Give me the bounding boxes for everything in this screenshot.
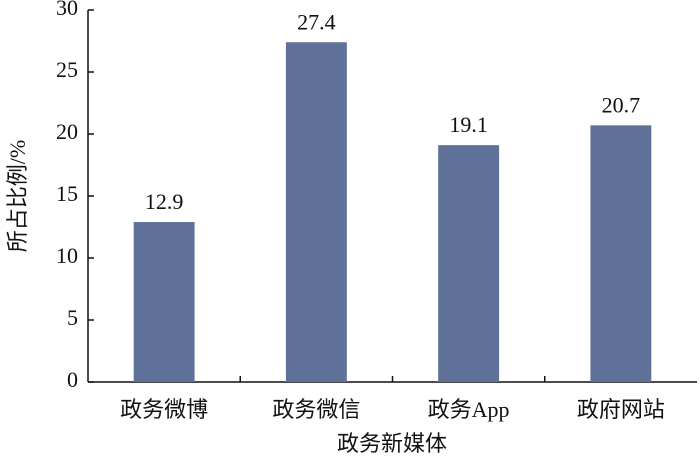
y-axis-label: 所占比例/% [5,140,30,252]
x-tick-label: 政务微信 [272,397,360,422]
bar [285,42,347,383]
bar [590,125,652,382]
data-label: 27.4 [297,9,336,34]
x-tick-label: 政务微博 [120,397,208,422]
data-label: 12.9 [145,189,184,214]
y-tick-label: 10 [56,243,78,268]
x-tick-label: 政府网站 [577,397,665,422]
y-tick-label: 30 [56,0,78,20]
data-label: 19.1 [449,112,488,137]
y-tick-label: 5 [67,305,78,330]
x-tick-label: 政务App [428,397,510,422]
bar [438,145,500,382]
bar [133,222,195,382]
y-tick-label: 15 [56,181,78,206]
y-tick-label: 0 [67,367,78,392]
y-tick-label: 25 [56,57,78,82]
data-label: 20.7 [602,92,641,117]
x-axis-label: 政务新媒体 [337,431,447,456]
y-tick-label: 20 [56,119,78,144]
